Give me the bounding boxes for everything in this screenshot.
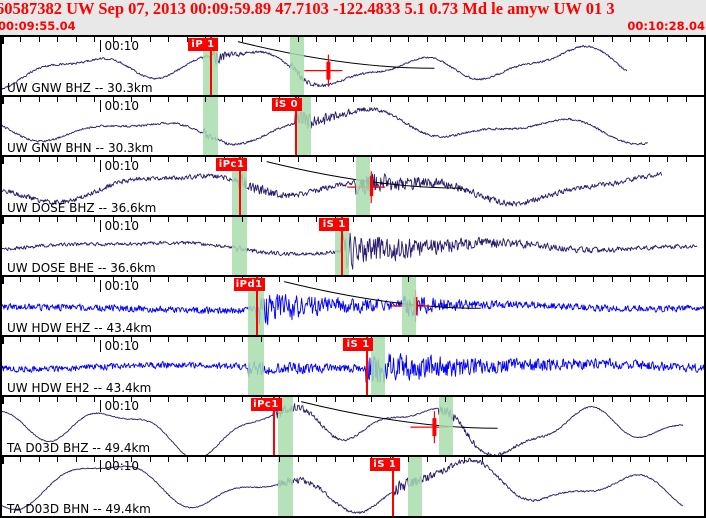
highlight-band: [407, 457, 422, 516]
pick-line[interactable]: [365, 337, 368, 395]
time-tick-label: 00:10: [100, 339, 139, 353]
predicted-traveltime-curve: [300, 401, 498, 429]
station-label: UW DOSE BHZ -- 36.6km: [7, 201, 157, 215]
highlight-band: [370, 337, 385, 395]
pick-label[interactable]: iPc1: [250, 398, 282, 411]
time-tick-label: 00:10: [100, 99, 139, 113]
highlight-band: [248, 337, 264, 395]
time-tick-label: 00:10: [100, 279, 139, 293]
time-tick-label: 00:10: [100, 399, 139, 413]
highlight-band: [438, 397, 453, 455]
pick-line[interactable]: [238, 157, 241, 215]
plot-area[interactable]: [2, 457, 704, 516]
waveform-svg: [2, 457, 683, 514]
waveform-path: [2, 44, 628, 90]
waveform-path: [2, 457, 683, 514]
pick-line[interactable]: [209, 37, 212, 95]
page-title: 60587382 UW Sep 07, 2013 00:09:59.89 47.…: [0, 0, 615, 18]
pick-label[interactable]: iS 1: [343, 338, 374, 351]
pick-label[interactable]: iS 1: [369, 458, 400, 471]
waveform-svg: [2, 161, 663, 207]
time-tick-label: 00:10: [100, 39, 139, 53]
pick-label[interactable]: iPc1: [216, 158, 248, 171]
waveform-svg: [2, 353, 704, 384]
waveform-path: [2, 353, 704, 384]
pick-label[interactable]: iS 1: [319, 218, 350, 231]
pick-line[interactable]: [294, 97, 297, 155]
station-label: TA D03D BHZ -- 49.4km: [7, 441, 151, 455]
time-tick-label: 00:10: [100, 459, 139, 473]
highlight-band: [231, 217, 247, 275]
predicted-traveltime-curve: [237, 41, 435, 69]
waveform-path: [2, 232, 698, 270]
station-label: UW HDW EHZ -- 43.4km: [7, 321, 152, 335]
trace-panel[interactable]: iPc1 00:10 UW DOSE BHZ -- 36.6km: [0, 155, 706, 215]
trace-stack: iP 1 00:10 UW GNW BHZ -- 30.3km iS 0 00:…: [0, 35, 706, 518]
waveform-svg: [2, 401, 684, 455]
plot-area[interactable]: [2, 97, 704, 155]
highlight-band: [277, 397, 294, 455]
station-label: UW GNW BHN -- 30.3km: [7, 141, 154, 155]
trace-panel[interactable]: iPc1 00:10 TA D03D BHZ -- 49.4km: [0, 395, 706, 455]
highlight-band: [289, 37, 304, 95]
time-tick-label: 00:10: [100, 159, 139, 173]
header: 60587382 UW Sep 07, 2013 00:09:59.89 47.…: [0, 0, 706, 36]
trace-panel[interactable]: iPd1 00:10 UW HDW EHZ -- 43.4km: [0, 275, 706, 335]
plot-area[interactable]: [2, 37, 704, 95]
window-start-time: 00:09:55.04: [0, 19, 76, 33]
trace-panel[interactable]: iS 0 00:10 UW GNW BHN -- 30.3km: [0, 95, 706, 155]
trace-panel[interactable]: iS 1 00:10 TA D03D BHN -- 49.4km: [0, 455, 706, 518]
pick-label[interactable]: iS 0: [271, 98, 302, 111]
waveform-path: [2, 403, 684, 455]
pick-line[interactable]: [392, 457, 395, 516]
waveform-path: [2, 171, 663, 207]
window-end-time: 00:10:28.04: [627, 19, 705, 33]
station-label: TA D03D BHN -- 49.4km: [7, 502, 151, 516]
trace-panel[interactable]: iP 1 00:10 UW GNW BHZ -- 30.3km: [0, 35, 706, 95]
waveform-path: [2, 293, 704, 326]
pick-line[interactable]: [256, 277, 259, 335]
highlight-band: [277, 457, 294, 516]
pick-line[interactable]: [272, 397, 275, 455]
waveform-path: [2, 107, 648, 146]
highlight-band: [402, 277, 417, 335]
station-label: UW DOSE BHE -- 36.6km: [7, 261, 156, 275]
pick-label[interactable]: iPd1: [233, 278, 265, 291]
time-tick-label: 00:10: [100, 219, 139, 233]
plot-area[interactable]: [2, 397, 704, 455]
highlight-band: [296, 97, 311, 155]
trace-panel[interactable]: iS 1 00:10 UW DOSE BHE -- 36.6km: [0, 215, 706, 275]
station-label: UW HDW EH2 -- 43.4km: [7, 381, 152, 395]
highlight-band: [202, 97, 219, 155]
trace-panel[interactable]: iS 1 00:10 UW HDW EH2 -- 43.4km: [0, 335, 706, 395]
station-label: UW GNW BHZ -- 30.3km: [7, 81, 153, 95]
waveform-svg: [2, 232, 698, 270]
waveform-svg: [2, 107, 648, 146]
pick-label[interactable]: iP 1: [188, 38, 219, 51]
plot-area[interactable]: [2, 277, 704, 335]
predicted-traveltime-curve: [284, 281, 481, 309]
highlight-band: [355, 157, 370, 215]
plot-area[interactable]: [2, 337, 704, 395]
amplitude-cross-marker: [304, 54, 343, 87]
pick-line[interactable]: [341, 217, 344, 275]
waveform-svg: [2, 41, 628, 90]
